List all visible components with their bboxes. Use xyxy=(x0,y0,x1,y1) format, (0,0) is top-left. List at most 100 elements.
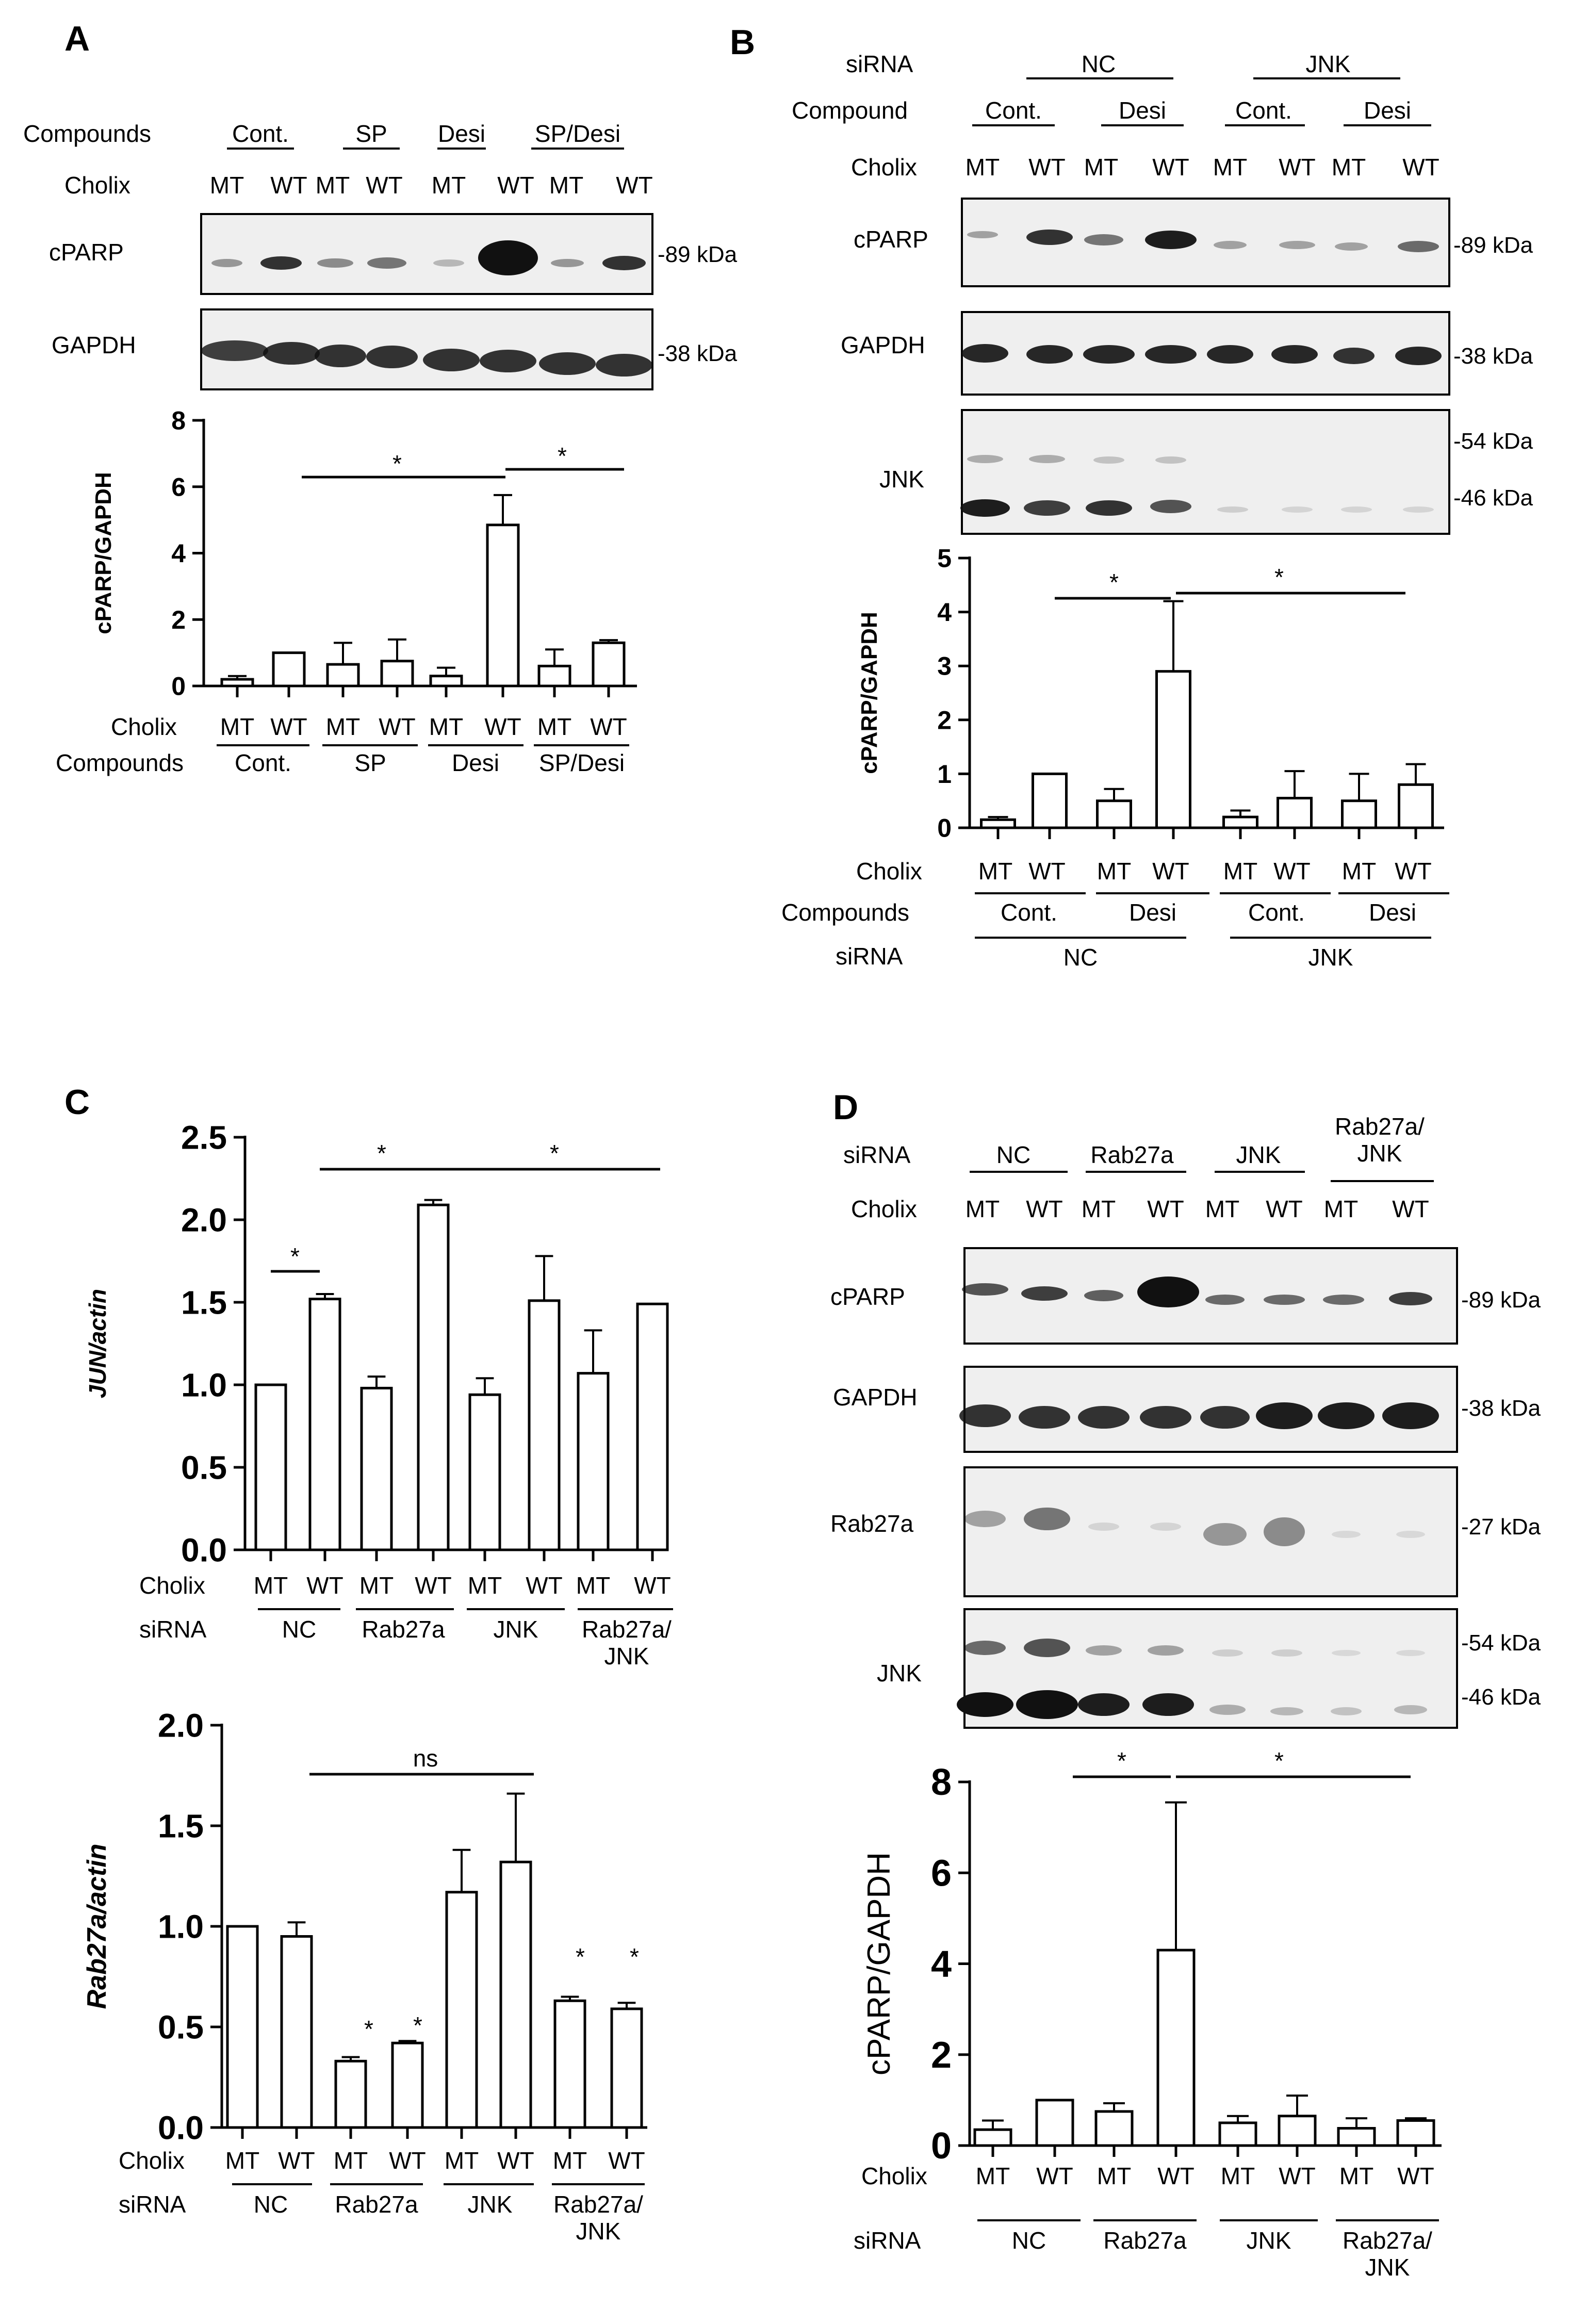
y-tick-label: 2.5 xyxy=(181,1119,227,1156)
cholix-label: MT xyxy=(966,1196,1000,1222)
footer-cholix-label: Cholix xyxy=(111,713,177,740)
sirna-group-label: Rab27a xyxy=(362,1616,445,1643)
cholix-label: MT xyxy=(1342,858,1376,885)
panel-a-header-cholix: MT WT MT WT MT WT MT WT xyxy=(210,172,653,199)
bar xyxy=(1094,2110,1134,2147)
cholix-label: MT xyxy=(316,172,350,199)
y-tick-label: 8 xyxy=(931,1762,952,1803)
panel-b-sirna-label: siRNA xyxy=(846,51,913,77)
band xyxy=(1389,1292,1432,1305)
y-tick-label: 0.0 xyxy=(158,2109,204,2146)
sig-star: * xyxy=(1274,564,1284,591)
y-tick-label: 2 xyxy=(931,2035,952,2076)
cholix-label: WT xyxy=(1279,154,1316,181)
kda-text: 38 kDa xyxy=(1469,1396,1541,1421)
band xyxy=(1270,1707,1303,1715)
chart-c-jun: 0.0 0.5 1.0 1.5 2.0 2.5 JUN/actin xyxy=(84,1119,669,1568)
bar xyxy=(254,1383,287,1551)
sig-star: * xyxy=(364,2016,373,2042)
cholix-label: WT xyxy=(415,1572,452,1599)
footer-compounds-label: Compounds xyxy=(56,749,184,776)
compound-group-label: Cont. xyxy=(1235,97,1292,124)
kda-text: 27 kDa xyxy=(1469,1514,1541,1540)
y-tick-label: 2.0 xyxy=(181,1201,227,1238)
sirna-group-label: NC xyxy=(1012,2227,1046,2254)
bar xyxy=(1035,2099,1074,2147)
kda-text: 54 kDa xyxy=(1461,429,1533,454)
sig-star: * xyxy=(377,1140,386,1167)
y-tick-label: 0 xyxy=(171,672,186,701)
cholix-label: WT xyxy=(1147,1196,1184,1222)
kda-marker: -46 kDa xyxy=(1461,1684,1541,1710)
cholix-label: MT xyxy=(326,713,360,740)
blot-membrane xyxy=(963,1466,1458,1597)
group-label: Desi xyxy=(438,120,485,147)
band xyxy=(478,240,538,275)
band xyxy=(1026,230,1073,245)
panel-d-cholix-label: Cholix xyxy=(851,1196,917,1222)
cholix-label: MT xyxy=(1223,858,1257,885)
panel-d-sirna-label: siRNA xyxy=(843,1141,911,1168)
sig-star: * xyxy=(1109,569,1119,596)
band xyxy=(1203,1523,1247,1546)
bar xyxy=(220,678,254,688)
kda-marker: -38 kDa xyxy=(1461,1396,1541,1421)
band xyxy=(1084,1290,1123,1301)
cholix-label: WT xyxy=(1402,154,1439,181)
cholix-label: MT xyxy=(210,172,244,199)
panel-a-footer: Cholix Compounds MT WT MT WT MT WT MT WT… xyxy=(56,713,629,776)
band xyxy=(1205,1295,1245,1305)
bar xyxy=(429,675,463,688)
band xyxy=(960,499,1010,517)
band xyxy=(1088,1523,1119,1531)
panel-b-footer: Cholix Compounds siRNA MT WT MT WT MT WT… xyxy=(781,858,1449,971)
bar xyxy=(1278,2115,1317,2147)
compound-group-label: Desi xyxy=(1364,97,1411,124)
cholix-label: MT xyxy=(537,713,571,740)
band xyxy=(1024,500,1070,516)
y-tick-label: 4 xyxy=(931,1944,952,1985)
blot-label: JNK xyxy=(879,466,924,493)
y-tick-label: 0.0 xyxy=(181,1531,227,1568)
sig-star: * xyxy=(558,443,567,469)
band xyxy=(959,1404,1011,1427)
band xyxy=(1155,456,1186,464)
cholix-label: WT xyxy=(270,713,307,740)
cholix-label: WT xyxy=(366,172,403,199)
panel-c-bottom-footer: Cholix siRNA MT WT MT WT MT WT MT WT NC … xyxy=(119,2147,645,2245)
cholix-label: WT xyxy=(608,2147,645,2174)
compound-group-label: Cont. xyxy=(1001,899,1057,926)
cholix-label: WT xyxy=(590,713,627,740)
kda-marker: -89 kDa xyxy=(658,242,738,267)
footer-cholix-label: Cholix xyxy=(139,1572,205,1599)
footer-cholix-label: Cholix xyxy=(856,858,922,885)
footer-sirna-label: siRNA xyxy=(139,1616,207,1643)
y-tick-label: 8 xyxy=(171,406,186,435)
band xyxy=(1394,1705,1427,1714)
blot-label: cPARP xyxy=(854,226,928,253)
cholix-label: MT xyxy=(976,2163,1010,2189)
band xyxy=(1142,1693,1194,1716)
bar xyxy=(391,2041,424,2129)
group-label: Cont. xyxy=(235,749,291,776)
y-tick-label: 1.5 xyxy=(158,1807,204,1844)
band xyxy=(1145,345,1197,364)
band xyxy=(366,346,418,368)
y-tick-label: 1 xyxy=(937,760,952,789)
bar xyxy=(326,663,360,688)
cholix-label: MT xyxy=(254,1572,288,1599)
bar xyxy=(468,1393,501,1551)
panel-b-cholix-label: Cholix xyxy=(851,154,917,181)
cholix-label: MT xyxy=(468,1572,502,1599)
band xyxy=(1212,1649,1243,1657)
panel-a-cholix-label: Cholix xyxy=(64,172,130,199)
cholix-label: MT xyxy=(1082,1196,1116,1222)
band xyxy=(1333,348,1375,364)
kda-marker: -89 kDa xyxy=(1453,233,1533,258)
sirna-group-label: NC xyxy=(254,2191,288,2218)
band xyxy=(1331,1707,1362,1715)
cholix-label: WT xyxy=(379,713,416,740)
panel-a-letter: A xyxy=(64,19,90,58)
kda-marker: -54 kDa xyxy=(1461,1630,1541,1656)
band xyxy=(1019,1406,1070,1429)
